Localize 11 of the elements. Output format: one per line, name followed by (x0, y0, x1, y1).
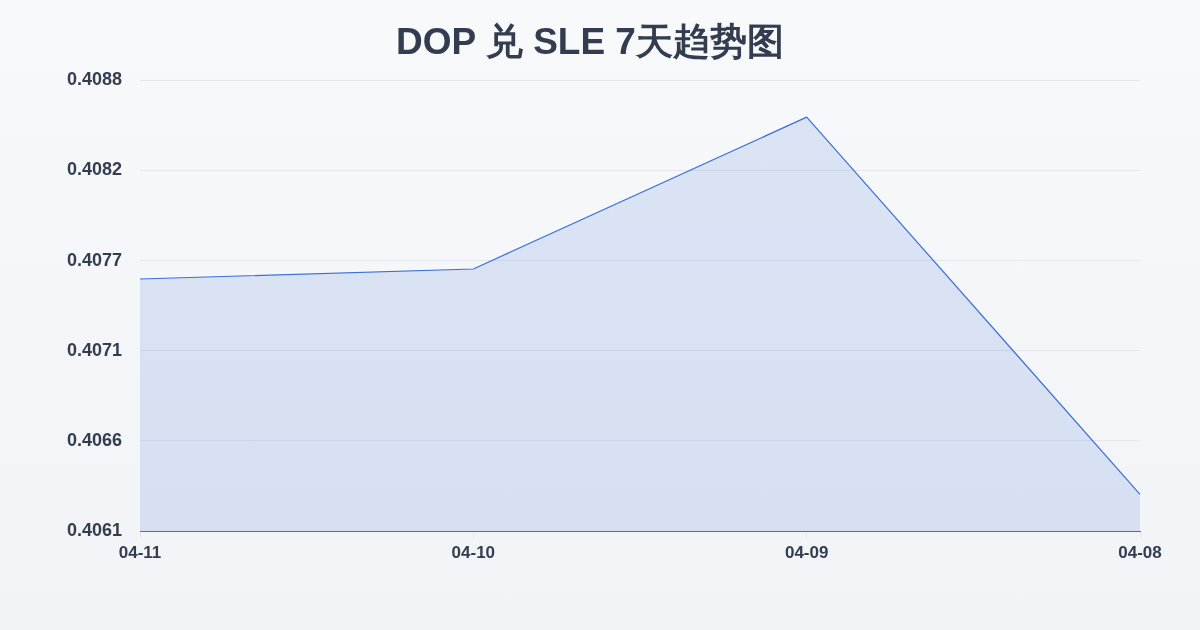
y-tick-label: 0.4077 (66, 249, 122, 270)
y-tick-label: 0.4082 (66, 159, 122, 180)
x-tick-label: 04-11 (118, 542, 162, 562)
y-tick-label: 0.4066 (66, 429, 122, 450)
y-tick-label: 0.4071 (66, 339, 122, 360)
chart-title: DOP 兑 SLE 7天趋势图 (396, 21, 784, 63)
x-tick-label: 04-10 (451, 542, 496, 562)
y-tick-label: 0.4088 (66, 69, 122, 90)
x-tick-label: 04-09 (784, 542, 829, 562)
x-tick-label: 04-08 (1118, 542, 1162, 562)
y-tick-label: 0.4061 (66, 519, 122, 540)
